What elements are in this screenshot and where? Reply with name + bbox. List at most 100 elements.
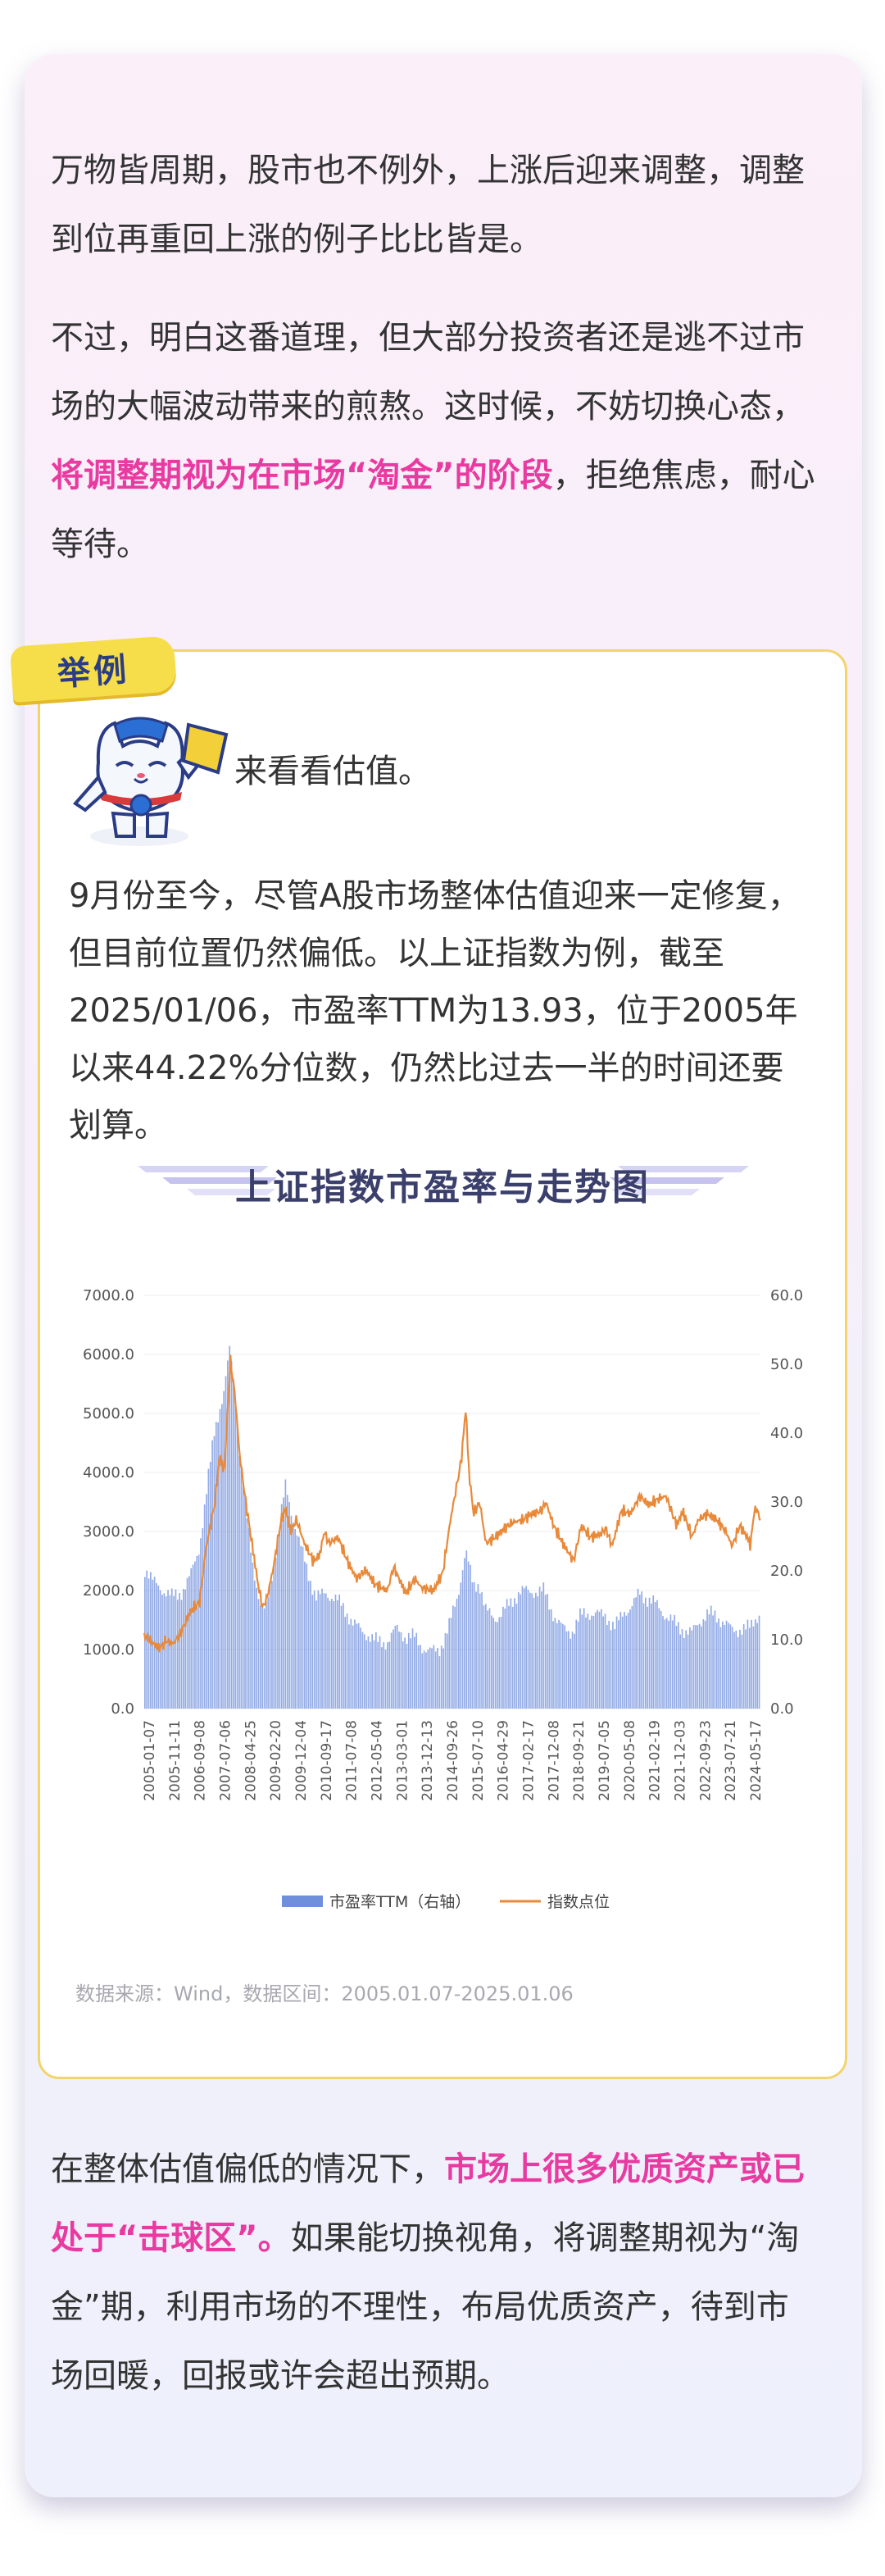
pe-bar bbox=[511, 1606, 514, 1709]
pe-bar bbox=[192, 1564, 194, 1709]
pe-bar bbox=[452, 1605, 454, 1709]
pe-bar bbox=[515, 1603, 518, 1709]
pe-bar bbox=[414, 1636, 415, 1709]
pe-bar bbox=[574, 1633, 575, 1709]
pe-bar bbox=[479, 1593, 481, 1709]
pe-bar bbox=[745, 1629, 747, 1709]
pe-bar bbox=[618, 1620, 620, 1709]
pe-bar bbox=[225, 1376, 227, 1709]
pe-bar bbox=[710, 1605, 712, 1709]
pe-bar bbox=[677, 1622, 679, 1709]
pe-bar bbox=[571, 1632, 574, 1709]
pe-bar bbox=[306, 1563, 308, 1709]
pe-bar bbox=[292, 1522, 294, 1709]
pe-bar bbox=[279, 1527, 281, 1709]
pe-bar bbox=[283, 1497, 284, 1709]
pe-bar bbox=[704, 1620, 706, 1709]
pe-bar bbox=[588, 1619, 591, 1709]
x-tick-label: 2010-09-17 bbox=[319, 1720, 335, 1801]
pe-bar bbox=[550, 1609, 552, 1709]
pe-bar bbox=[344, 1617, 347, 1709]
pe-bar bbox=[161, 1595, 163, 1709]
pe-bar bbox=[271, 1581, 273, 1709]
pe-bar bbox=[538, 1586, 541, 1709]
pe-bar bbox=[169, 1595, 171, 1709]
pe-bar bbox=[637, 1588, 639, 1709]
pe-bar bbox=[417, 1645, 420, 1709]
pe-bar bbox=[167, 1590, 169, 1709]
index-line-series bbox=[143, 1354, 761, 1653]
pe-bar bbox=[197, 1554, 200, 1709]
pe-bar bbox=[388, 1641, 391, 1709]
pe-bar bbox=[375, 1632, 377, 1709]
y-left-tick-label: 3000.0 bbox=[83, 1523, 134, 1541]
pe-bar bbox=[558, 1619, 560, 1709]
pe-bar bbox=[556, 1623, 558, 1709]
pe-bar bbox=[541, 1591, 542, 1709]
pe-bar bbox=[647, 1606, 649, 1709]
intro-text-2a: 不过，明白这番道理，但大部分投资者还是逃不过市场的大幅波动带来的煎熬。这时候，不… bbox=[51, 319, 805, 426]
pe-bar bbox=[415, 1632, 418, 1709]
pe-bar bbox=[614, 1629, 616, 1709]
pe-bar bbox=[269, 1582, 271, 1709]
pe-bar bbox=[638, 1595, 641, 1709]
pe-bar bbox=[706, 1609, 708, 1709]
pe-bar bbox=[203, 1504, 206, 1709]
pe-bar bbox=[641, 1591, 642, 1709]
pe-bar bbox=[354, 1619, 356, 1709]
example-box bbox=[38, 649, 847, 2079]
pe-bar bbox=[722, 1621, 724, 1709]
pe-bar bbox=[565, 1631, 568, 1709]
title-deco-right-icon bbox=[610, 1166, 749, 1195]
pe-bar bbox=[579, 1608, 581, 1709]
pe-bar bbox=[564, 1625, 565, 1709]
pe-bar bbox=[329, 1600, 331, 1709]
pe-bar bbox=[363, 1634, 365, 1709]
pe-bar bbox=[597, 1609, 598, 1709]
pe-bar bbox=[652, 1595, 655, 1709]
pe-bar bbox=[184, 1589, 187, 1709]
x-tick-label: 2005-01-07 bbox=[142, 1720, 158, 1801]
pe-bar bbox=[244, 1494, 246, 1709]
pe-bar bbox=[387, 1642, 388, 1709]
pe-bar bbox=[527, 1589, 529, 1709]
pe-bar bbox=[246, 1518, 248, 1709]
x-tick-label: 2012-05-04 bbox=[370, 1720, 386, 1801]
pe-bar bbox=[343, 1603, 344, 1709]
pe-bar bbox=[502, 1606, 504, 1709]
pe-bar bbox=[708, 1613, 710, 1709]
pe-index-chart: 0.0 1000.0 2000.0 3000.0 4000.0 5000.0 6000.0 7… bbox=[83, 1287, 803, 1911]
x-tick-label: 2024-05-17 bbox=[748, 1720, 765, 1801]
pe-bar bbox=[146, 1570, 148, 1709]
pe-bar bbox=[458, 1595, 460, 1709]
pe-bar bbox=[461, 1570, 464, 1709]
pe-bar bbox=[365, 1640, 367, 1709]
pe-bar bbox=[390, 1632, 393, 1709]
pe-bar bbox=[585, 1617, 587, 1709]
y-right-tick-label: 0.0 bbox=[770, 1700, 794, 1718]
pe-bar bbox=[421, 1653, 424, 1709]
intro-highlight: 将调整期视为在市场“淘金”的阶段 bbox=[51, 457, 553, 494]
pe-bar bbox=[660, 1610, 662, 1709]
pe-bar bbox=[256, 1587, 257, 1709]
x-tick-label: 2014-09-26 bbox=[445, 1720, 461, 1801]
pe-bar bbox=[517, 1592, 520, 1709]
pe-bar bbox=[691, 1630, 693, 1709]
pe-bar bbox=[400, 1632, 402, 1709]
pe-bar bbox=[321, 1588, 323, 1709]
pe-bar bbox=[340, 1605, 343, 1709]
pe-bar bbox=[594, 1612, 597, 1709]
pe-bar bbox=[483, 1605, 485, 1709]
y-right-tick-label: 50.0 bbox=[770, 1356, 803, 1373]
pe-bar bbox=[685, 1630, 688, 1709]
pe-bar bbox=[739, 1629, 741, 1709]
pe-bar bbox=[357, 1623, 360, 1709]
pe-bar bbox=[402, 1641, 404, 1709]
x-tick-label: 2011-07-08 bbox=[344, 1720, 361, 1801]
mascot-caption: 来看看估值。 bbox=[234, 753, 431, 790]
pe-bar bbox=[752, 1626, 755, 1709]
pe-bar bbox=[470, 1564, 471, 1709]
x-tick-label: 2009-12-04 bbox=[293, 1720, 310, 1801]
x-tick-label: 2021-12-03 bbox=[673, 1720, 689, 1801]
pe-bar bbox=[379, 1636, 381, 1709]
